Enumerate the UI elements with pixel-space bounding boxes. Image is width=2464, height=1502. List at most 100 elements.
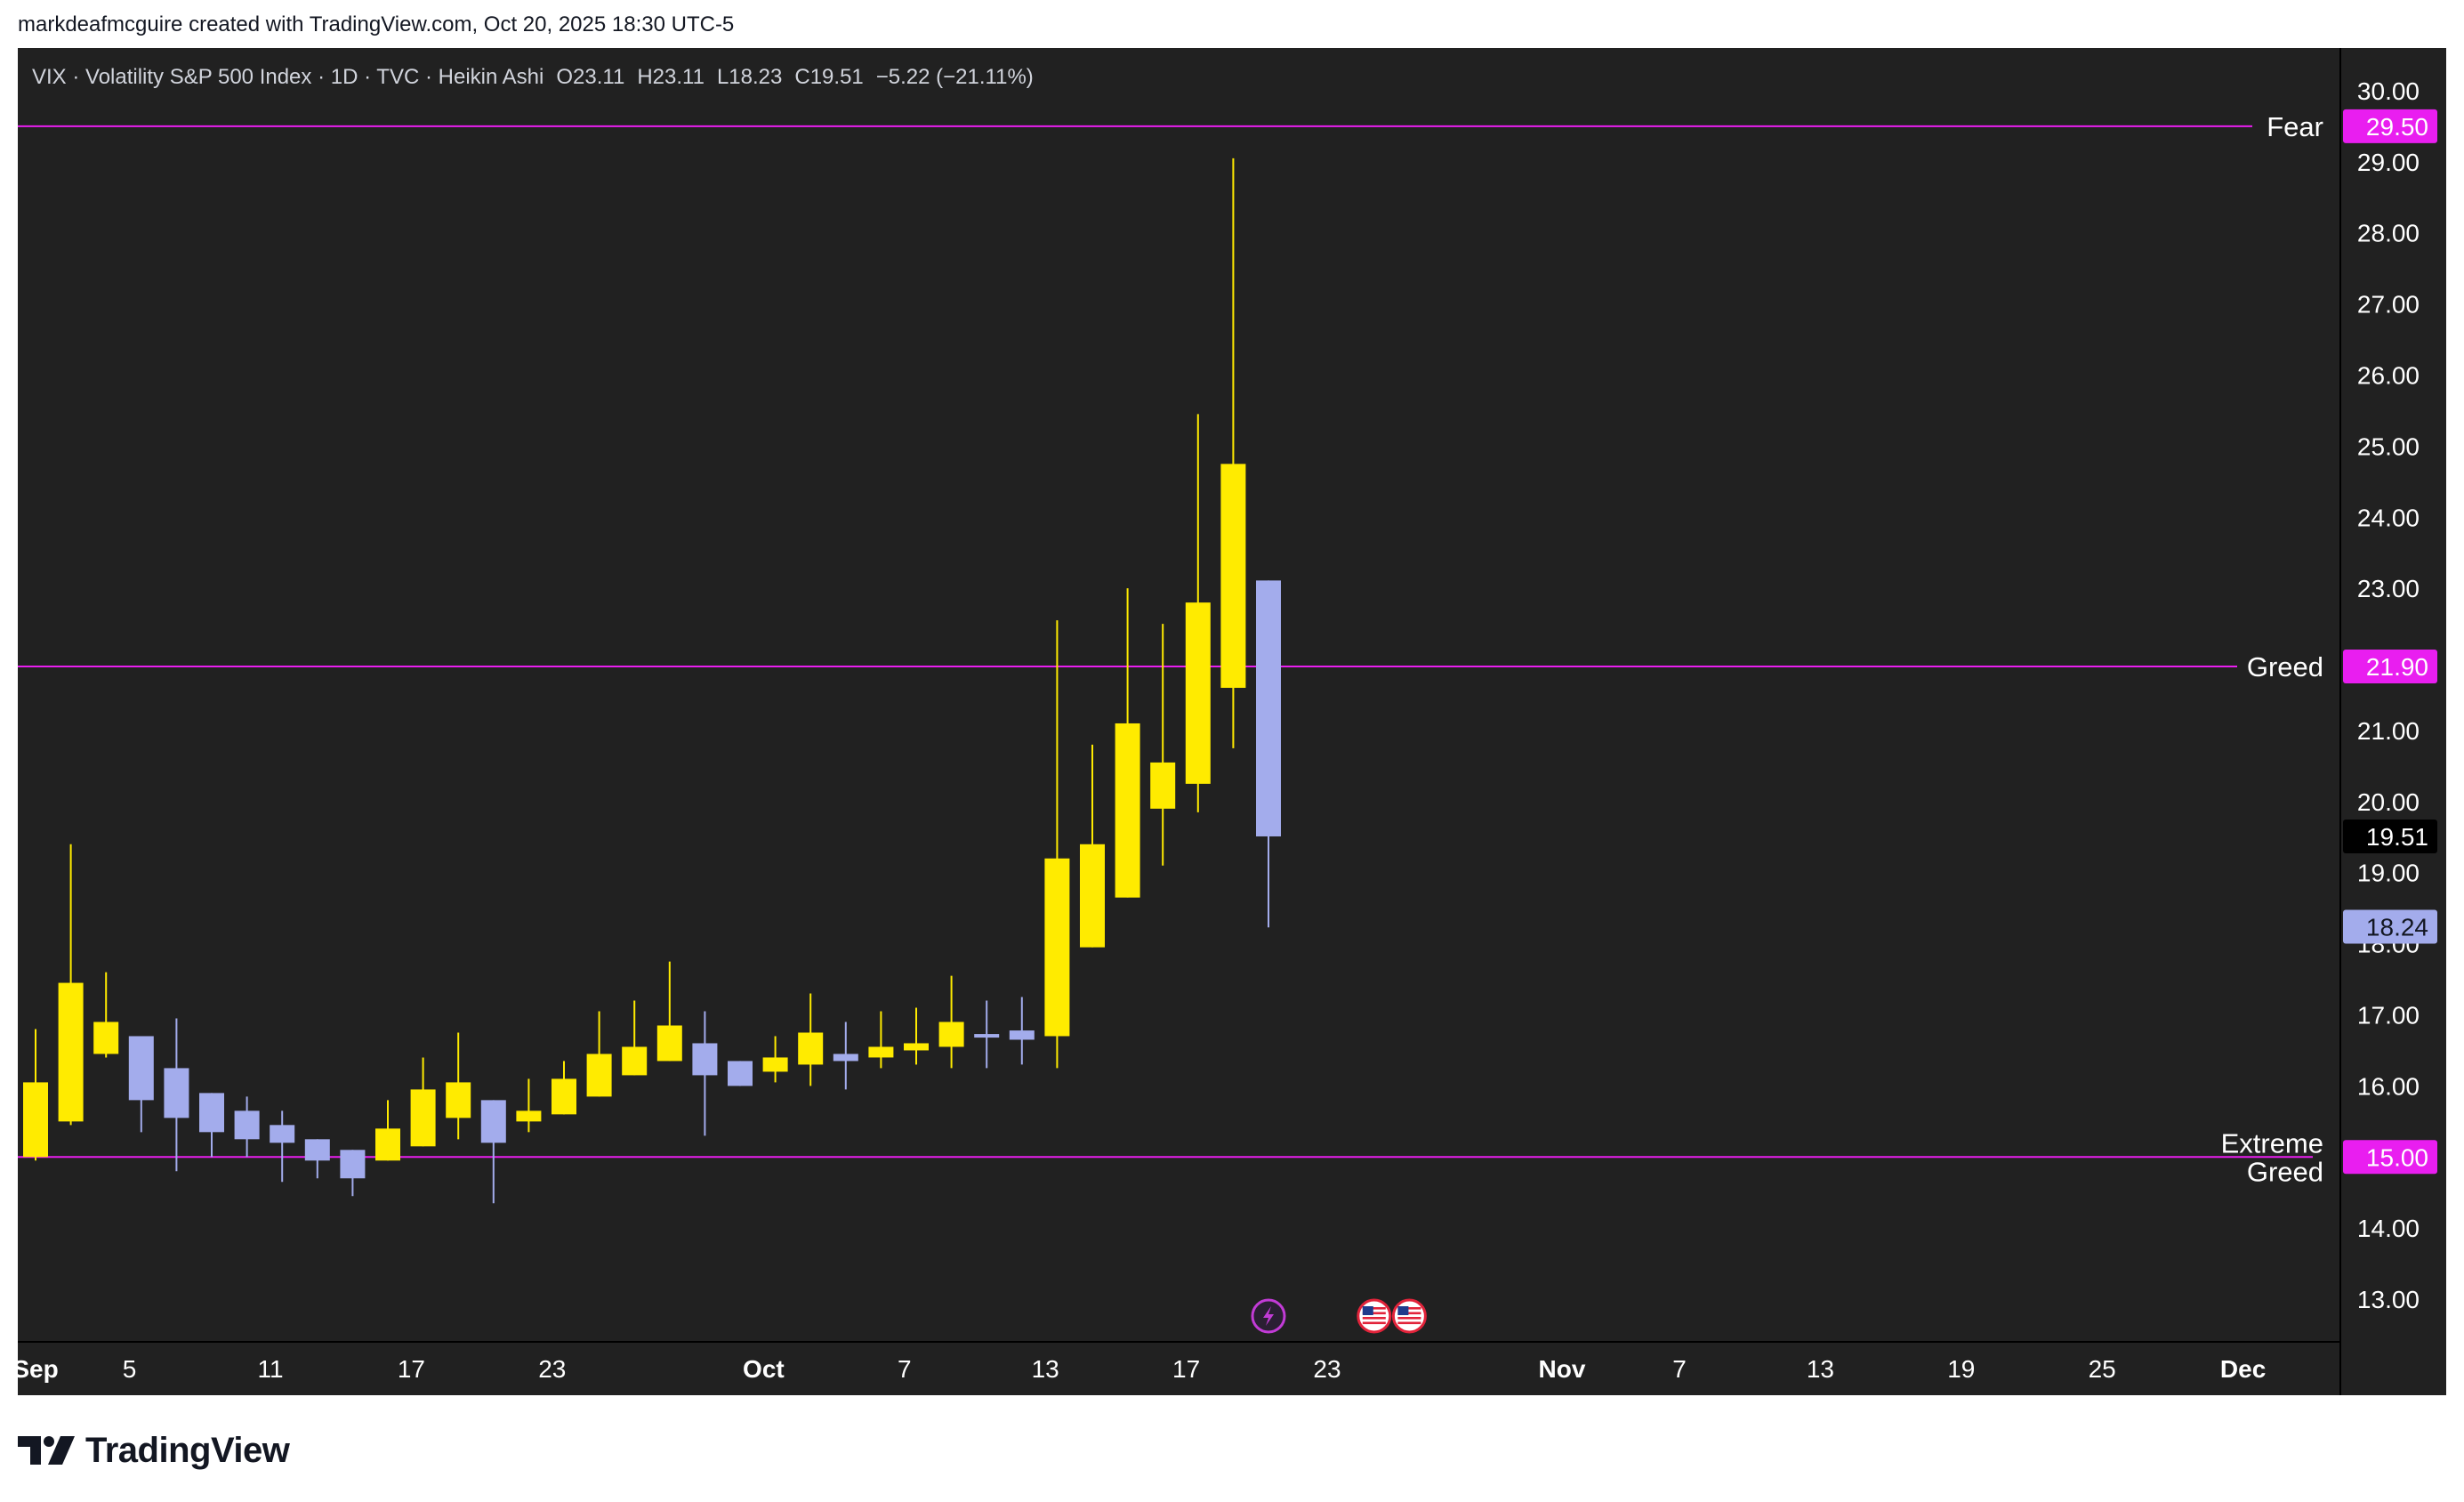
candle-body [480,1100,506,1143]
time-tick-label: 13 [1032,1355,1059,1383]
level-label-2-line1: Extreme [2221,1127,2323,1159]
time-tick-label: 7 [1672,1355,1687,1383]
candle-body [1220,464,1246,689]
candle-body [1080,844,1105,948]
candle-body [868,1046,894,1058]
candle-body [1185,602,1211,784]
legend-symbol: VIX · Volatility S&P 500 Index · 1D · TV… [32,65,544,89]
time-tick-label: Sep [18,1355,59,1383]
level-price-tag-label-2: 15.00 [2366,1143,2428,1171]
candle-body [234,1110,260,1140]
tradingview-logo-icon [18,1436,75,1465]
us-flag-icon-stripe [1362,1317,1386,1320]
us-flag-icon-stripe [1397,1317,1421,1320]
us-flag-icon [1391,1298,1427,1334]
price-tag-low [2343,909,2437,944]
candle-body [304,1139,330,1161]
price-tick-label: 29.00 [2357,149,2420,176]
price-tag-label-last: 19.51 [2366,823,2428,851]
candle-body [58,982,84,1122]
candle-body [1044,858,1070,1037]
us-flag-icon-stripe [1397,1312,1421,1315]
chart-credit: markdeafmcguire created with TradingView… [18,12,735,36]
legend-close: 19.51 [810,65,864,89]
level-label-2-line2: Greed [2247,1156,2323,1187]
price-tick-label: 28.00 [2357,220,2420,247]
brand-name: TradingView [85,1430,290,1470]
chart-background [18,48,2446,1395]
time-tick-label: Oct [743,1355,785,1383]
candle-body [128,1036,154,1101]
level-price-tag-label-1: 21.90 [2366,653,2428,681]
candle-body [833,1054,858,1062]
legend-change: −5.22 (−21.11%) [876,65,1034,89]
legend-open: 23.11 [573,65,624,89]
candle-body [798,1032,824,1065]
candle-body [164,1068,189,1118]
time-axis: Sep 5 11 17 23 Oct 7 13 17 23 Nov 7 13 19 25 Dec [18,1355,2266,1383]
price-tick-label: 14.00 [2357,1215,2420,1242]
time-tick-label: 11 [257,1355,283,1383]
time-tick-label: 13 [1807,1355,1834,1383]
level-price-tag-2 [2343,1140,2437,1175]
time-tick-label: 17 [398,1355,425,1383]
candle-body [199,1093,224,1133]
candle-body [1150,762,1176,809]
level-label-0: Fear [2267,111,2323,142]
time-tick-label: 23 [1313,1355,1341,1383]
candle-body [270,1125,295,1143]
us-flag-icon-stripe [1362,1307,1386,1310]
candle-body [340,1150,366,1179]
candle-body [446,1082,471,1118]
price-tick-label: 30.00 [2357,77,2420,105]
candle-body [938,1022,964,1047]
candle-body [656,1025,682,1062]
brand-footer: TradingView [18,1424,290,1477]
price-tick-label: 23.00 [2357,575,2420,602]
lightning-event-icon-bolt [1263,1306,1274,1326]
candle-body [93,1022,119,1054]
time-tick-label: Dec [2220,1355,2266,1383]
price-tag-last [2343,819,2437,853]
price-tick-label: 25.00 [2357,432,2420,460]
price-tick-label: 26.00 [2357,361,2420,389]
candle-body [552,1078,576,1115]
us-flag-icon-canton [1397,1306,1409,1315]
legend-high: 23.11 [653,65,705,89]
event-markers [1251,1298,1427,1334]
level-price-tag-label-0: 29.50 [2366,113,2428,141]
legend-low-label: L [717,65,729,89]
candle-body [516,1110,542,1122]
us-flag-icon-stripe [1362,1321,1386,1325]
price-tick-label: 21.00 [2357,717,2420,745]
legend-low: 18.23 [729,65,782,89]
candle-body [692,1043,718,1076]
price-tick-label: 24.00 [2357,504,2420,531]
candle-body [23,1082,48,1158]
level-price-tag-0 [2343,109,2437,143]
price-tags: 29.50 21.90 15.00 19.51 18.24 [2343,109,2437,1175]
price-tick-label: 13.00 [2357,1286,2420,1313]
candle-body [375,1128,400,1161]
price-tick-label: 20.00 [2357,788,2420,816]
us-flag-icon-stripe [1362,1312,1386,1315]
time-tick-label: 23 [538,1355,566,1383]
candle-body [622,1046,648,1076]
candle-body [904,1043,929,1051]
level-price-tag-1 [2343,650,2437,684]
candle-body [1115,723,1140,898]
candle-body [974,1034,1000,1038]
time-tick-label: 19 [1947,1355,1975,1383]
level-label-1: Greed [2247,651,2323,682]
candle-body [410,1089,436,1147]
candle-body [1009,1030,1035,1040]
candle-body [762,1057,788,1072]
time-tick-label: 17 [1172,1355,1200,1383]
candles [23,157,1281,1204]
legend-open-label: O [556,65,573,89]
candle-body [1256,580,1281,836]
chart-legend: VIX · Volatility S&P 500 Index · 1D · TV… [32,65,1034,89]
candle-body [586,1054,612,1097]
